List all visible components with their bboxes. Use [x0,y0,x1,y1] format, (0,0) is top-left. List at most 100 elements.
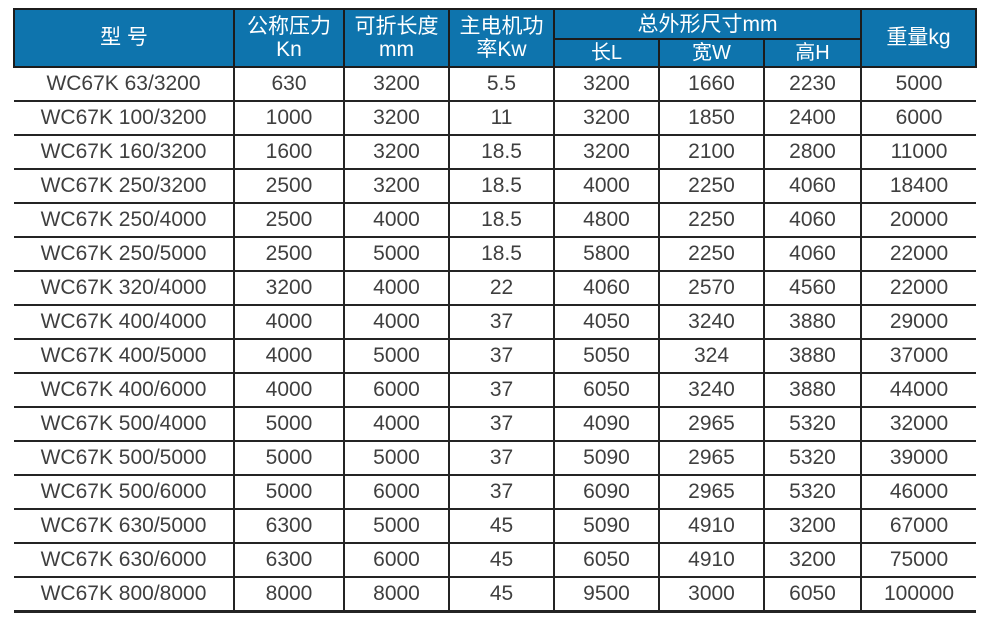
cell-dim-width: 2965 [658,406,765,442]
cell-pressure: 4000 [233,338,345,374]
cell-weight: 20000 [860,202,977,238]
spec-table: 型 号 公称压力 Kn 可折长度 mm 主电机功 率Kw 总外形尺寸mm [13,7,978,614]
cell-pressure: 6300 [233,508,345,544]
cell-motor-power: 37 [448,440,555,476]
cell-motor-power: 37 [448,474,555,510]
header-motor-power-line2: 率Kw [476,38,527,62]
cell-fold-length: 3200 [343,100,450,136]
cell-weight: 11000 [860,134,977,170]
cell-weight: 37000 [860,338,977,374]
table-row: WC67K 500/6000 5000 6000 37 6090 2965 5320 4600… [14,474,977,510]
header-dim-width: 宽W [658,37,765,69]
table-row: WC67K 100/3200 1000 3200 11 3200 1850 2400 6000 [14,100,977,136]
cell-dim-width: 2965 [658,440,765,476]
cell-dim-length: 4000 [553,168,660,204]
cell-dim-length: 4050 [553,304,660,340]
cell-weight: 18400 [860,168,977,204]
table-row: WC67K 320/4000 3200 4000 22 4060 2570 4560 2200… [14,270,977,306]
cell-dim-length: 4090 [553,406,660,442]
cell-model: WC67K 630/5000 [14,508,235,544]
cell-fold-length: 3200 [343,134,450,170]
cell-motor-power: 18.5 [448,202,555,238]
cell-dim-width: 3240 [658,372,765,408]
cell-weight: 22000 [860,270,977,306]
cell-dim-width: 2100 [658,134,765,170]
table-row: WC67K 630/5000 6300 5000 45 5090 4910 3200 6700… [14,508,977,544]
cell-model: WC67K 320/4000 [14,270,235,306]
cell-fold-length: 3200 [343,67,450,102]
header-fold-length-line1: 可折长度 [354,14,439,38]
table-header: 型 号 公称压力 Kn 可折长度 mm 主电机功 率Kw 总外形尺寸mm [13,7,978,69]
header-model-label: 型 号 [100,26,148,50]
cell-fold-length: 5000 [343,338,450,374]
cell-pressure: 5000 [233,474,345,510]
table-row: WC67K 500/4000 5000 4000 37 4090 2965 5320 3200… [14,406,977,442]
table-body: WC67K 63/3200 630 3200 5.5 3200 1660 2230 5000 W… [14,67,977,614]
cell-model: WC67K 100/3200 [14,100,235,136]
cell-pressure: 4000 [233,304,345,340]
header-motor-power-line1: 主电机功 [459,14,544,38]
cell-fold-length: 8000 [343,576,450,614]
cell-pressure: 2500 [233,236,345,272]
cell-motor-power: 45 [448,576,555,614]
cell-dim-height: 5320 [762,406,863,442]
cell-fold-length: 4000 [343,270,450,306]
cell-motor-power: 22 [448,270,555,306]
table-row: WC67K 400/5000 4000 5000 37 5050 324 3880 37000 [14,338,977,374]
cell-dim-height: 2400 [762,100,863,136]
cell-dim-length: 5800 [553,236,660,272]
cell-fold-length: 4000 [343,304,450,340]
cell-dim-height: 2230 [762,67,863,102]
cell-dim-width: 2250 [658,202,765,238]
cell-pressure: 6300 [233,542,345,578]
table-row: WC67K 630/6000 6300 6000 45 6050 4910 3200 7500… [14,542,977,578]
cell-motor-power: 37 [448,372,555,408]
cell-model: WC67K 250/4000 [14,202,235,238]
header-fold-length: 可折长度 mm [343,7,450,69]
cell-model: WC67K 400/5000 [14,338,235,374]
cell-dim-length: 5050 [553,338,660,374]
cell-weight: 100000 [860,576,977,614]
cell-weight: 29000 [860,304,977,340]
header-dim-width-label: 宽W [692,42,731,64]
cell-pressure: 8000 [233,576,345,614]
cell-fold-length: 5000 [343,236,450,272]
cell-motor-power: 5.5 [448,67,555,102]
header-dim-length: 长L [553,37,660,69]
cell-dim-height: 4060 [762,236,863,272]
header-weight: 重量kg [860,7,978,69]
cell-pressure: 4000 [233,372,345,408]
cell-model: WC67K 400/4000 [14,304,235,340]
cell-pressure: 1000 [233,100,345,136]
cell-dim-width: 2570 [658,270,765,306]
header-overall-dimensions: 总外形尺寸mm [552,8,863,40]
cell-dim-height: 4060 [762,202,863,238]
cell-fold-length: 5000 [343,508,450,544]
cell-dim-height: 3880 [762,372,863,408]
cell-dim-length: 3200 [553,100,660,136]
cell-weight: 46000 [860,474,977,510]
cell-dim-length: 3200 [553,67,660,102]
cell-motor-power: 18.5 [448,168,555,204]
cell-dim-height: 3880 [762,304,863,340]
cell-dim-height: 3200 [762,508,863,544]
cell-dim-width: 4910 [658,508,765,544]
cell-dim-width: 3000 [658,576,765,614]
cell-weight: 6000 [860,100,977,136]
header-dim-height-label: 高H [795,42,830,64]
table-row: WC67K 400/4000 4000 4000 37 4050 3240 3880 2900… [14,304,977,340]
cell-dim-height: 2800 [762,134,863,170]
table-row: WC67K 800/8000 8000 8000 45 9500 3000 6050 1000… [14,576,977,614]
cell-dim-length: 6050 [553,542,660,578]
cell-dim-length: 4800 [553,202,660,238]
cell-dim-width: 2250 [658,168,765,204]
cell-weight: 75000 [860,542,977,578]
cell-dim-height: 6050 [762,576,863,614]
cell-weight: 39000 [860,440,977,476]
cell-dim-height: 4060 [762,168,863,204]
cell-weight: 5000 [860,67,977,102]
cell-dim-length: 6090 [553,474,660,510]
cell-weight: 44000 [860,372,977,408]
header-nominal-pressure: 公称压力 Kn [233,7,345,69]
cell-motor-power: 37 [448,406,555,442]
